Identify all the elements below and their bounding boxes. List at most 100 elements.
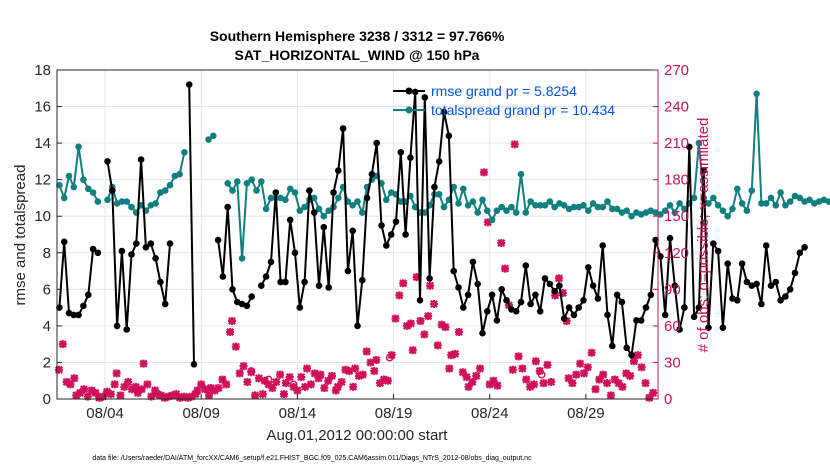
totalspread-point bbox=[589, 200, 597, 207]
rmse-point bbox=[652, 236, 659, 244]
totalspread-point bbox=[267, 194, 275, 202]
totalspread-point bbox=[210, 132, 217, 140]
obs-assimilated-marker bbox=[258, 390, 267, 399]
obs-assimilated-marker bbox=[247, 368, 256, 377]
obs-assimilated-marker bbox=[314, 374, 323, 383]
rmse-point bbox=[435, 158, 443, 165]
totalspread-point bbox=[286, 185, 294, 193]
obs-assimilated-marker bbox=[260, 376, 269, 385]
obs-assimilated-marker bbox=[603, 379, 612, 388]
totalspread-point bbox=[796, 194, 804, 202]
rmse-point bbox=[426, 275, 433, 282]
rmse-point bbox=[392, 218, 400, 225]
rmse-point bbox=[277, 278, 284, 286]
totalspread-point bbox=[89, 189, 97, 196]
obs-assimilated-marker bbox=[476, 364, 485, 373]
totalspread-point bbox=[325, 207, 333, 214]
rmse-point bbox=[575, 304, 582, 311]
rmse-point bbox=[248, 293, 255, 300]
obs-assimilated-marker bbox=[501, 264, 510, 273]
obs-assimilated-marker bbox=[551, 291, 560, 300]
rmse-point bbox=[363, 194, 371, 202]
rmse-point bbox=[753, 280, 760, 288]
totalspread-point bbox=[585, 207, 592, 214]
rmse-point bbox=[286, 216, 294, 224]
rmse-point bbox=[157, 278, 164, 286]
rmse-point bbox=[585, 264, 592, 271]
obs-assimilated-marker bbox=[472, 371, 481, 380]
totalspread-point bbox=[234, 178, 241, 185]
rmse-point bbox=[589, 282, 597, 290]
obs-assimilated-marker bbox=[412, 273, 421, 282]
rmse-point bbox=[185, 81, 193, 88]
obs-assimilated-marker bbox=[91, 388, 100, 397]
obs-assimilated-marker bbox=[626, 371, 635, 380]
totalspread-point bbox=[503, 207, 510, 214]
right-y-tick-label: 0 bbox=[664, 391, 672, 408]
totalspread-point bbox=[570, 203, 578, 211]
obs-assimilated-marker bbox=[124, 377, 133, 386]
rmse-line bbox=[188, 84, 195, 365]
obs-assimilated-marker bbox=[454, 327, 463, 336]
left-y-tick-label: 16 bbox=[34, 99, 51, 116]
obs-assimilated-marker bbox=[341, 365, 350, 374]
totalspread-point bbox=[224, 180, 231, 187]
rmse-point bbox=[445, 132, 453, 140]
totalspread-point bbox=[517, 170, 525, 178]
obs-assimilated-marker bbox=[629, 357, 638, 366]
totalspread-point bbox=[604, 198, 611, 205]
rmse-point bbox=[243, 302, 251, 310]
totalspread-point bbox=[354, 198, 361, 205]
right-y-tick-label: 240 bbox=[664, 99, 689, 116]
obs-assimilated-marker bbox=[95, 393, 104, 402]
totalspread-point bbox=[80, 176, 87, 183]
totalspread-point bbox=[181, 149, 188, 156]
totalspread-point bbox=[460, 185, 467, 193]
totalspread-point bbox=[152, 200, 159, 207]
totalspread-point bbox=[609, 205, 616, 213]
left-y-tick-label: 14 bbox=[34, 135, 51, 152]
obs-assimilated-marker bbox=[301, 382, 310, 391]
rmse-point bbox=[570, 311, 578, 319]
obs-assimilated-marker bbox=[58, 340, 67, 349]
rmse-point bbox=[75, 311, 82, 319]
obs-assimilated-marker bbox=[179, 392, 188, 401]
obs-assimilated-marker bbox=[606, 391, 615, 400]
rmse-point bbox=[686, 143, 693, 151]
totalspread-point bbox=[161, 187, 169, 194]
obs-assimilated-marker bbox=[254, 374, 263, 383]
obs-assimilated-marker bbox=[539, 379, 548, 388]
rmse-point bbox=[681, 304, 688, 311]
obs-assimilated-marker bbox=[176, 393, 185, 402]
obs-assimilated-marker bbox=[235, 369, 244, 378]
obs-assimilated-marker bbox=[358, 370, 367, 379]
obs-assimilated-marker bbox=[239, 362, 248, 371]
totalspread-point bbox=[743, 207, 751, 214]
rmse-point bbox=[460, 304, 467, 311]
rmse-point bbox=[628, 351, 635, 359]
rmse-point bbox=[546, 280, 554, 288]
rmse-point bbox=[214, 236, 222, 244]
rmse-point bbox=[315, 282, 323, 290]
totalspread-point bbox=[421, 209, 429, 216]
obs-assimilated-marker bbox=[214, 384, 223, 393]
right-y-axis-label: # of obs: o=possible; ×=assimilated bbox=[695, 118, 712, 353]
obs-assimilated-marker bbox=[316, 370, 325, 379]
rmse-point bbox=[190, 361, 198, 368]
totalspread-point bbox=[705, 200, 712, 207]
obs-assimilated-marker bbox=[554, 274, 563, 283]
rmse-point bbox=[796, 249, 804, 257]
obs-assimilated-marker bbox=[147, 392, 156, 401]
obs-possible-marker bbox=[264, 375, 273, 384]
rmse-point bbox=[786, 286, 794, 293]
obs-assimilated-marker bbox=[106, 390, 115, 399]
totalspread-series bbox=[56, 90, 830, 262]
totalspread-point bbox=[310, 194, 318, 202]
rmse-point bbox=[104, 158, 111, 165]
totalspread-point bbox=[613, 205, 621, 213]
rmse-point bbox=[387, 231, 395, 238]
left-y-tick-label: 6 bbox=[43, 281, 51, 298]
left-y-tick-label: 2 bbox=[43, 354, 51, 371]
totalspread-point bbox=[758, 200, 765, 207]
obs-assimilated-marker bbox=[228, 317, 237, 326]
